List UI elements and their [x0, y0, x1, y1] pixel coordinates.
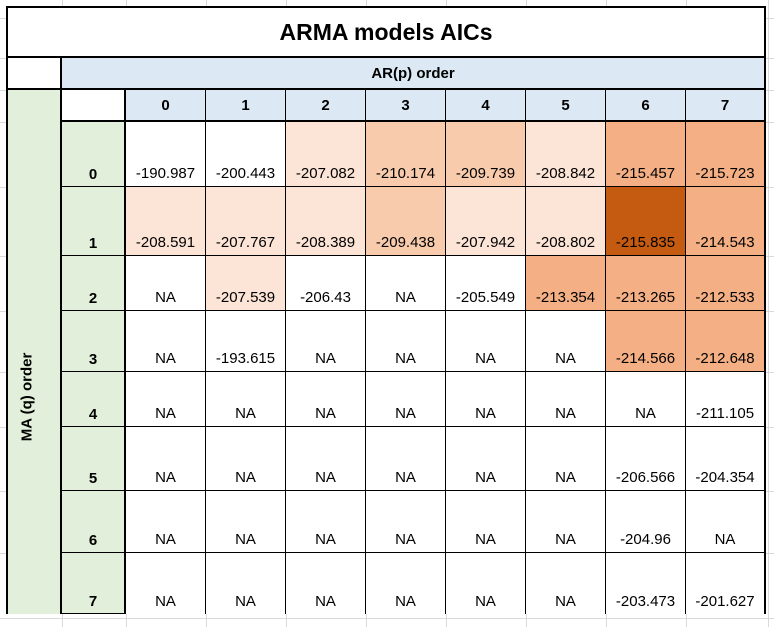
aic-cell[interactable]: -214.566: [606, 311, 686, 372]
ar-column-header-4[interactable]: 4: [446, 90, 526, 122]
aic-cell[interactable]: NA: [206, 491, 286, 553]
aic-cell[interactable]: -215.723: [686, 122, 764, 187]
aic-cell[interactable]: NA: [446, 372, 526, 427]
aic-cell[interactable]: NA: [286, 491, 366, 553]
ma-row-header-2[interactable]: 2: [62, 256, 126, 311]
ma-order-label: MA (q) order: [18, 352, 36, 442]
aic-cell[interactable]: NA: [286, 427, 366, 491]
aic-cell[interactable]: NA: [526, 491, 606, 553]
ar-column-header-7[interactable]: 7: [686, 90, 764, 122]
aic-cell[interactable]: -215.835: [606, 187, 686, 256]
aic-cell[interactable]: NA: [526, 311, 606, 372]
aic-cell[interactable]: NA: [206, 427, 286, 491]
top-left-corner-cell[interactable]: [8, 58, 62, 90]
aic-cell[interactable]: -212.648: [686, 311, 764, 372]
aic-cell[interactable]: -204.354: [686, 427, 764, 491]
aic-cell[interactable]: -208.591: [126, 187, 206, 256]
ar-column-header-3[interactable]: 3: [366, 90, 446, 122]
aic-cell[interactable]: NA: [606, 372, 686, 427]
ma-row-header-3[interactable]: 3: [62, 311, 126, 372]
aic-cell[interactable]: -209.438: [366, 187, 446, 256]
aic-cell[interactable]: NA: [206, 553, 286, 614]
aic-cell[interactable]: -206.566: [606, 427, 686, 491]
ar-order-header[interactable]: AR(p) order: [62, 58, 764, 90]
aic-cell[interactable]: NA: [126, 311, 206, 372]
aic-cell[interactable]: -212.533: [686, 256, 764, 311]
ma-row-header-4[interactable]: 4: [62, 372, 126, 427]
ma-order-header[interactable]: [8, 90, 62, 614]
aic-cell[interactable]: -214.543: [686, 187, 764, 256]
aic-cell[interactable]: NA: [286, 311, 366, 372]
aic-cell[interactable]: -207.539: [206, 256, 286, 311]
aic-cell[interactable]: NA: [526, 553, 606, 614]
aic-cell[interactable]: -206.43: [286, 256, 366, 311]
ar-column-header-1[interactable]: 1: [206, 90, 286, 122]
ma-row-header-1[interactable]: 1: [62, 187, 126, 256]
aic-cell[interactable]: NA: [126, 427, 206, 491]
aic-cell[interactable]: -207.082: [286, 122, 366, 187]
aic-cell[interactable]: NA: [126, 553, 206, 614]
aic-cell[interactable]: -215.457: [606, 122, 686, 187]
ar-column-header-5[interactable]: 5: [526, 90, 606, 122]
aic-cell[interactable]: NA: [126, 372, 206, 427]
aic-cell[interactable]: NA: [686, 491, 764, 553]
ma-row-header-7[interactable]: 7: [62, 553, 126, 614]
aic-cell[interactable]: -203.473: [606, 553, 686, 614]
aic-cell[interactable]: -211.105: [686, 372, 764, 427]
aic-cell[interactable]: -213.354: [526, 256, 606, 311]
aic-cell[interactable]: NA: [366, 256, 446, 311]
ar-column-header-2[interactable]: 2: [286, 90, 366, 122]
blank-header-cell[interactable]: [62, 90, 126, 122]
ma-row-header-0[interactable]: 0: [62, 122, 126, 187]
aic-cell[interactable]: NA: [126, 491, 206, 553]
aic-cell[interactable]: -200.443: [206, 122, 286, 187]
aic-cell[interactable]: NA: [286, 372, 366, 427]
aic-cell[interactable]: -193.615: [206, 311, 286, 372]
aic-cell[interactable]: NA: [366, 427, 446, 491]
aic-cell[interactable]: NA: [446, 553, 526, 614]
aic-cell[interactable]: NA: [366, 553, 446, 614]
aic-cell[interactable]: -205.549: [446, 256, 526, 311]
gridline-horizontal: [0, 618, 774, 619]
gridline-vertical: [768, 0, 769, 627]
aic-cell[interactable]: -207.942: [446, 187, 526, 256]
aic-cell[interactable]: NA: [526, 427, 606, 491]
aic-cell[interactable]: -201.627: [686, 553, 764, 614]
aic-cell[interactable]: -210.174: [366, 122, 446, 187]
aic-cell[interactable]: NA: [366, 311, 446, 372]
aic-cell[interactable]: -190.987: [126, 122, 206, 187]
ma-row-header-5[interactable]: 5: [62, 427, 126, 491]
aic-cell[interactable]: NA: [206, 372, 286, 427]
table-title: ARMA models AICs: [8, 8, 764, 58]
ar-column-header-0[interactable]: 0: [126, 90, 206, 122]
aic-cell[interactable]: NA: [126, 256, 206, 311]
aic-cell[interactable]: NA: [446, 491, 526, 553]
ma-row-header-6[interactable]: 6: [62, 491, 126, 553]
aic-cell[interactable]: NA: [286, 553, 366, 614]
aic-cell[interactable]: -208.389: [286, 187, 366, 256]
aic-cell[interactable]: NA: [366, 491, 446, 553]
aic-cell[interactable]: -209.739: [446, 122, 526, 187]
aic-cell[interactable]: -207.767: [206, 187, 286, 256]
aic-cell[interactable]: -213.265: [606, 256, 686, 311]
aic-cell[interactable]: NA: [526, 372, 606, 427]
aic-cell[interactable]: -208.802: [526, 187, 606, 256]
ar-column-header-6[interactable]: 6: [606, 90, 686, 122]
aic-cell[interactable]: -208.842: [526, 122, 606, 187]
aic-cell[interactable]: -204.96: [606, 491, 686, 553]
aic-cell[interactable]: NA: [446, 427, 526, 491]
aic-cell[interactable]: NA: [366, 372, 446, 427]
aic-cell[interactable]: NA: [446, 311, 526, 372]
